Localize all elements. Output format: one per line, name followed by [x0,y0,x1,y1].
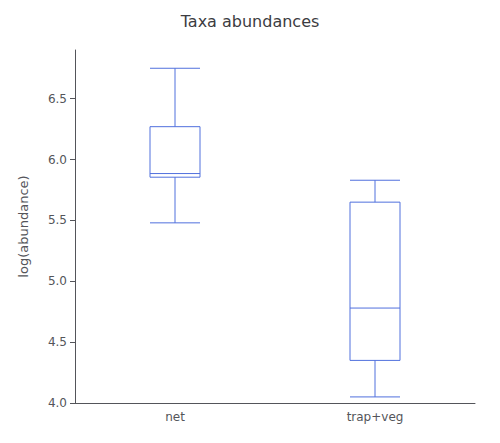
svg-text:6.0: 6.0 [48,153,67,167]
svg-text:net: net [165,410,185,424]
svg-text:5.0: 5.0 [48,274,67,288]
svg-text:log(abundance): log(abundance) [16,175,31,277]
svg-text:Taxa abundances: Taxa abundances [180,12,320,31]
svg-text:4.0: 4.0 [48,396,67,410]
svg-text:6.5: 6.5 [48,92,67,106]
svg-text:4.5: 4.5 [48,335,67,349]
svg-text:trap+veg: trap+veg [347,410,404,424]
svg-text:5.5: 5.5 [48,213,67,227]
